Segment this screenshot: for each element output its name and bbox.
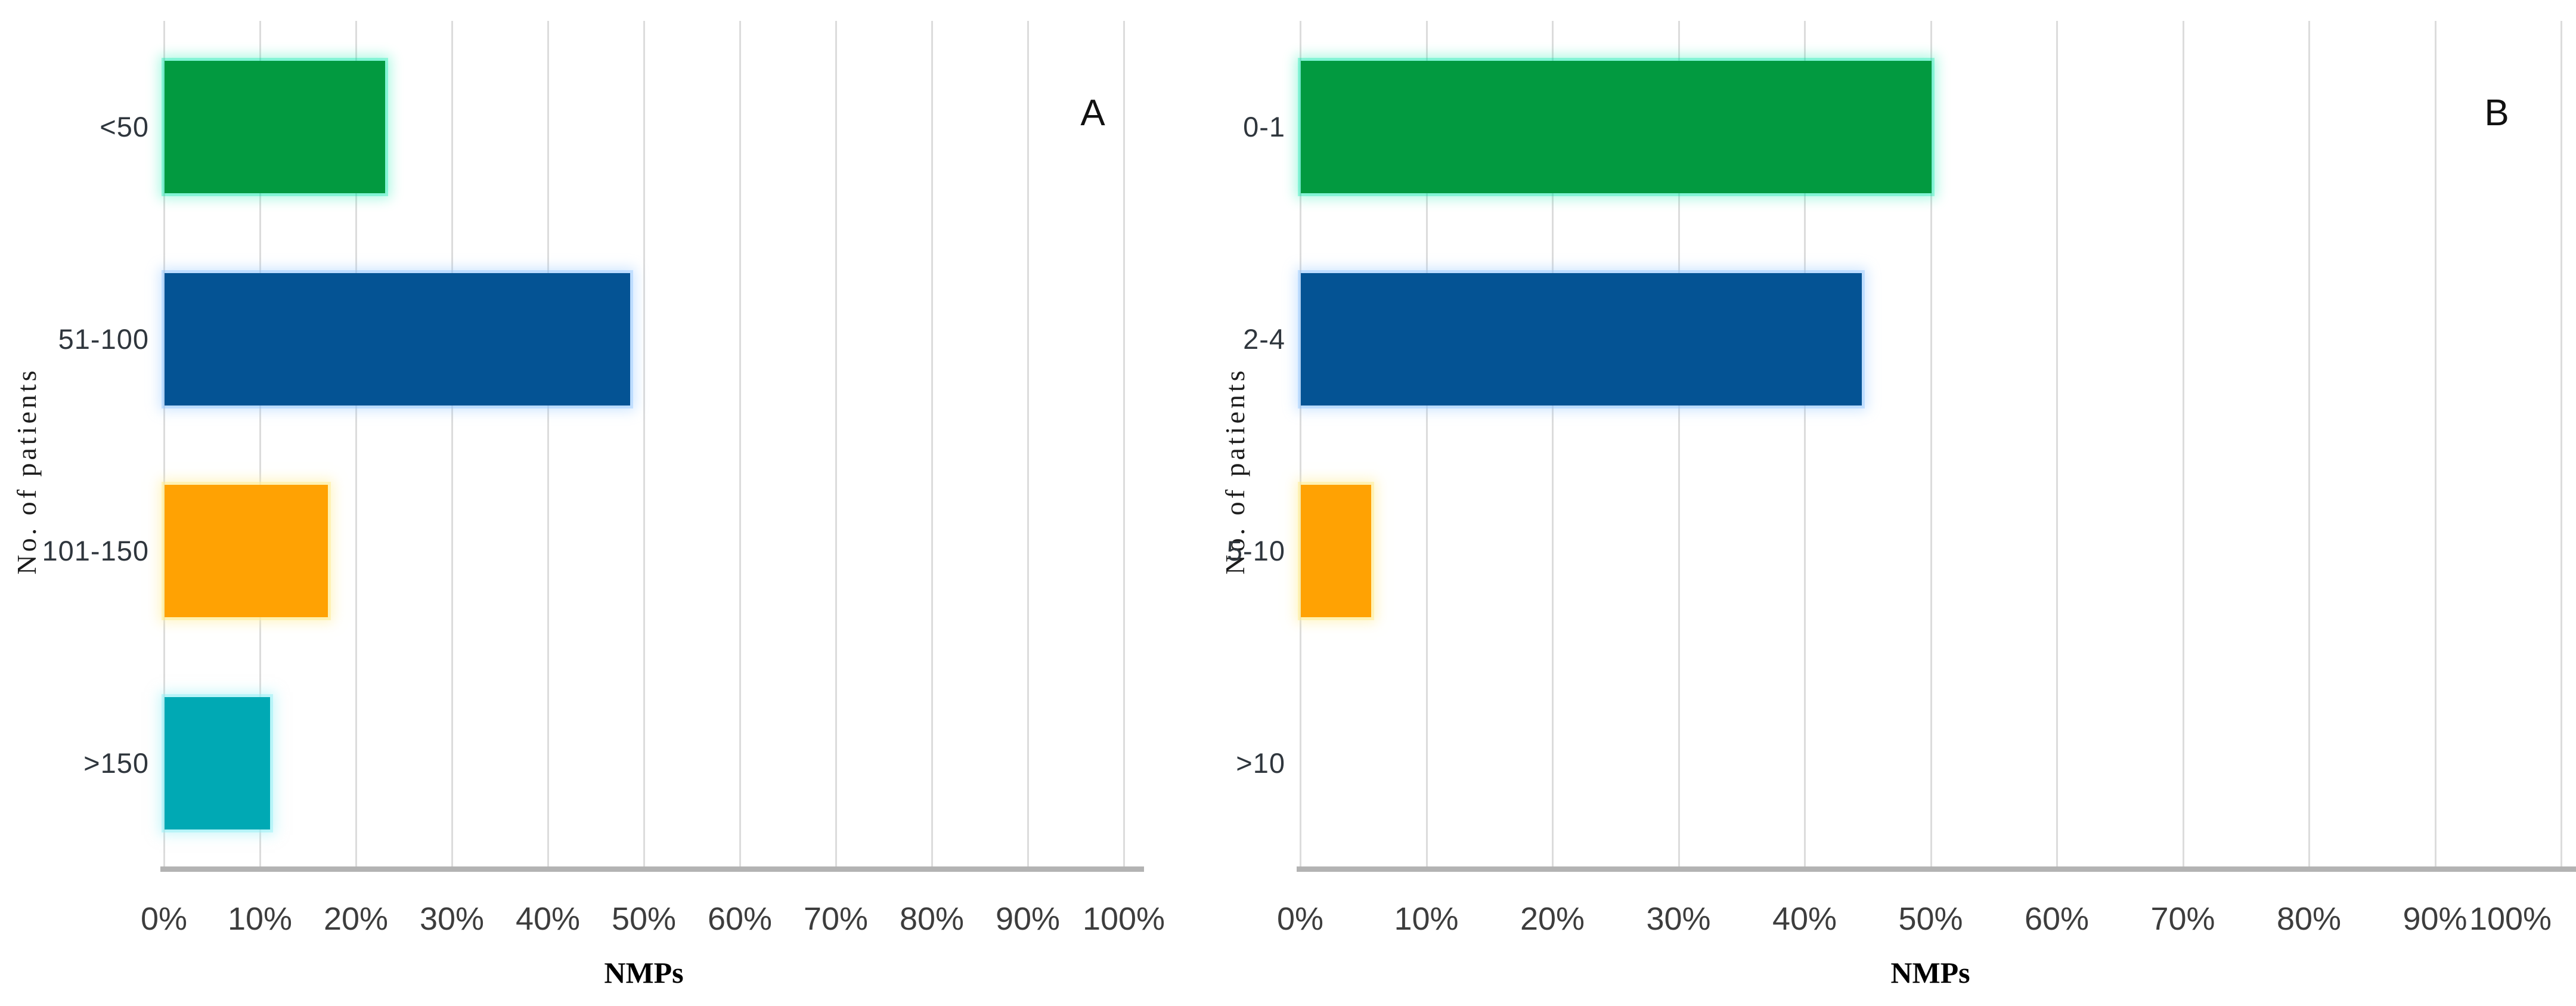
gridline-80% — [2308, 21, 2310, 869]
gridline-50% — [1930, 21, 1932, 869]
category-label-101-150: 101-150 — [42, 535, 149, 567]
x-tick-10%: 10% — [227, 901, 293, 937]
x-axis-line — [1297, 866, 2576, 872]
bar-row — [1300, 273, 2561, 406]
gridline-30% — [1678, 21, 1680, 869]
panel-letter: B — [2484, 92, 2509, 134]
category-label->150: >150 — [83, 747, 149, 779]
x-tick-60%: 60% — [2024, 901, 2090, 937]
bar-0-1 — [1301, 60, 1932, 193]
gridline-90% — [1027, 21, 1029, 869]
x-tick-80%: 80% — [899, 901, 965, 937]
x-tick-30%: 30% — [419, 901, 485, 937]
gridline-100% — [2560, 21, 2562, 869]
x-tick-70%: 70% — [803, 901, 869, 937]
gridline-60% — [739, 21, 741, 869]
plot-area — [1297, 21, 2576, 872]
bar-row — [164, 697, 1124, 830]
x-tick-90%: 90% — [2403, 901, 2467, 937]
x-tick-0%: 0% — [1276, 901, 1324, 937]
bar-101-150 — [165, 485, 328, 618]
gridline-50% — [643, 21, 645, 869]
gridline-10% — [259, 21, 261, 869]
gridline-80% — [931, 21, 933, 869]
x-tick-30%: 30% — [1646, 901, 1711, 937]
gridline-0% — [163, 21, 165, 869]
bar-51-100 — [165, 273, 630, 406]
category-label-2-4: 2-4 — [1243, 323, 1285, 355]
gridline-100% — [1123, 21, 1125, 869]
gridline-70% — [835, 21, 837, 869]
category-label-51-100: 51-100 — [58, 323, 149, 355]
x-tick-60%: 60% — [707, 901, 773, 937]
gridline-90% — [2434, 21, 2436, 869]
x-tick-0%: 0% — [140, 901, 188, 937]
bar-row — [164, 60, 1124, 193]
x-tick-100%: 100% — [2469, 901, 2552, 937]
gridline-40% — [547, 21, 549, 869]
bar-2-4 — [1301, 273, 1862, 406]
x-axis-label: NMPs — [604, 956, 684, 989]
bar-row — [1300, 60, 2561, 193]
bar-row — [164, 273, 1124, 406]
category-label->10: >10 — [1236, 747, 1285, 779]
x-axis-line — [160, 866, 1144, 872]
bar-row — [1300, 485, 2561, 618]
x-tick-90%: 90% — [995, 901, 1061, 937]
bar-<50 — [165, 60, 386, 193]
bar-row — [164, 485, 1124, 618]
gridline-30% — [451, 21, 453, 869]
gridline-20% — [355, 21, 357, 869]
x-tick-70%: 70% — [2150, 901, 2215, 937]
panel-letter: A — [1080, 92, 1105, 134]
category-label-5-10: 5-10 — [1226, 535, 1285, 567]
x-tick-80%: 80% — [2276, 901, 2342, 937]
gridline-60% — [2056, 21, 2058, 869]
bar-row — [1300, 697, 2561, 829]
bar->150 — [165, 697, 271, 830]
x-tick-10%: 10% — [1394, 901, 1459, 937]
x-tick-40%: 40% — [515, 901, 581, 937]
gridline-10% — [1425, 21, 1428, 869]
x-tick-100%: 100% — [1082, 901, 1165, 937]
x-tick-50%: 50% — [611, 901, 677, 937]
x-tick-20%: 20% — [323, 901, 389, 937]
y-axis-label: No. of patients — [1220, 367, 1250, 575]
x-tick-50%: 50% — [1898, 901, 1963, 937]
category-label-<50: <50 — [100, 110, 149, 143]
bar-5-10 — [1301, 485, 1372, 618]
gridline-70% — [2182, 21, 2184, 869]
x-axis-label: NMPs — [1890, 956, 1970, 989]
x-tick-40%: 40% — [1772, 901, 1837, 937]
plot-area — [160, 21, 1144, 872]
gridline-0% — [1300, 21, 1301, 869]
gridline-40% — [1804, 21, 1806, 869]
x-tick-20%: 20% — [1520, 901, 1585, 937]
gridline-20% — [1552, 21, 1554, 869]
category-label-0-1: 0-1 — [1243, 110, 1285, 143]
